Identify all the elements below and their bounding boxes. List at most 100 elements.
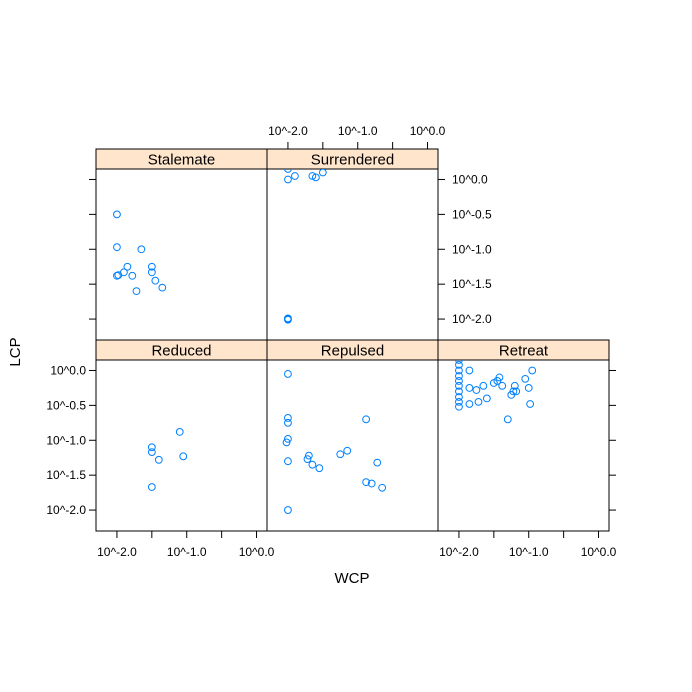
x-tick-label-top: 10^-2.0	[268, 124, 308, 138]
x-tick-label-bottom: 10^0.0	[581, 545, 617, 559]
data-point	[284, 315, 292, 324]
data-point	[472, 386, 481, 394]
data-point	[147, 448, 156, 457]
data-point	[503, 415, 512, 424]
panel-strip-label-surrendered: Surrendered	[311, 152, 394, 169]
data-point	[455, 360, 463, 369]
data-point	[465, 400, 474, 408]
data-point	[123, 262, 132, 271]
data-point	[132, 287, 141, 296]
data-point	[512, 387, 521, 396]
panel-strip-retreat	[437, 339, 610, 361]
data-point	[284, 457, 292, 466]
data-point	[362, 415, 371, 424]
data-point	[147, 483, 156, 491]
x-axis-title: WCP	[335, 570, 370, 587]
x-tick-label-bottom: 10^-2.0	[97, 545, 137, 559]
data-point	[137, 245, 146, 254]
data-point	[284, 370, 292, 378]
data-point	[455, 381, 463, 390]
data-point	[455, 366, 463, 375]
data-point	[151, 276, 160, 285]
data-point	[282, 438, 291, 447]
data-point	[113, 210, 121, 219]
y-tick-label-right: 10^-1.0	[452, 242, 492, 256]
x-tick-label-top: 10^0.0	[410, 124, 446, 138]
data-point	[455, 372, 463, 380]
data-point	[308, 460, 317, 469]
data-point	[455, 402, 463, 411]
y-tick-label-right: 10^-0.5	[452, 207, 492, 221]
x-tick-label-bottom: 10^0.0	[239, 545, 275, 559]
data-point	[524, 384, 533, 392]
data-point	[378, 483, 387, 492]
data-point	[284, 169, 292, 173]
panel-strip-label-stalemate: Stalemate	[148, 152, 216, 169]
data-point	[521, 374, 530, 383]
data-point	[147, 268, 156, 277]
data-point	[311, 173, 320, 182]
data-point	[367, 479, 376, 488]
panel-frame-reduced	[95, 359, 268, 532]
data-point	[336, 450, 345, 459]
panel-strip-label-retreat: Retreat	[499, 343, 549, 360]
x-tick-label-bottom: 10^-2.0	[439, 545, 479, 559]
data-point	[120, 268, 128, 277]
panel-points-repulsed	[282, 370, 387, 514]
data-point	[528, 366, 537, 375]
data-point	[474, 397, 483, 406]
axes-layer: 10^-2.0 10^-1.0 10^0.0 10^-2.0 10^-1.0 10^0.0…	[46, 124, 616, 559]
data-point	[284, 434, 292, 443]
panel-strip-surrendered	[266, 148, 439, 170]
data-point	[495, 373, 504, 382]
y-tick-label-left: 10^-1.5	[46, 468, 86, 482]
x-tick-label-top: 10^-1.0	[338, 124, 378, 138]
data-point	[526, 400, 535, 408]
panel-points-reduced	[147, 427, 188, 491]
data-point	[455, 393, 463, 401]
data-point	[362, 478, 371, 487]
data-point	[373, 458, 382, 467]
x-tick-label-bottom: 10^-1.0	[167, 545, 207, 559]
data-point	[284, 506, 292, 514]
data-point	[455, 377, 463, 385]
data-point	[308, 172, 317, 180]
data-point	[465, 384, 474, 392]
data-point	[498, 381, 507, 390]
data-point	[455, 360, 463, 364]
data-point	[175, 427, 184, 436]
data-point	[510, 381, 519, 390]
panel-strip-label-reduced: Reduced	[151, 343, 211, 360]
data-point	[343, 446, 352, 455]
panels-layer: Stalemate Surrendered Reduced Repulsed Retre…	[95, 148, 610, 532]
y-tick-label-right: 10^-1.5	[452, 277, 492, 291]
data-point	[455, 387, 463, 396]
panel-strip-label-repulsed: Repulsed	[321, 343, 384, 360]
data-point	[509, 387, 518, 396]
y-tick-label-right: 10^0.0	[452, 172, 488, 186]
panel-frame-repulsed	[266, 359, 439, 532]
data-point	[179, 452, 188, 461]
data-point	[291, 172, 299, 180]
data-point	[158, 283, 167, 292]
data-point	[318, 169, 327, 177]
x-tick-label-bottom: 10^-1.0	[509, 545, 549, 559]
data-point	[455, 397, 463, 406]
y-tick-label-left: 10^-0.5	[46, 398, 86, 412]
data-point	[479, 381, 488, 390]
data-point	[154, 455, 163, 464]
panel-points-stalemate	[113, 210, 167, 296]
y-tick-label-left: 10^-2.0	[46, 503, 86, 517]
data-point	[128, 271, 137, 280]
data-point	[315, 464, 324, 473]
data-point	[482, 394, 491, 403]
data-point	[284, 414, 292, 422]
data-point	[113, 243, 121, 252]
data-point	[284, 418, 292, 427]
data-point	[304, 451, 313, 460]
panel-frame-stalemate	[95, 168, 268, 341]
data-point	[284, 175, 292, 184]
y-tick-label-right: 10^-2.0	[452, 312, 492, 326]
data-point	[465, 366, 474, 375]
